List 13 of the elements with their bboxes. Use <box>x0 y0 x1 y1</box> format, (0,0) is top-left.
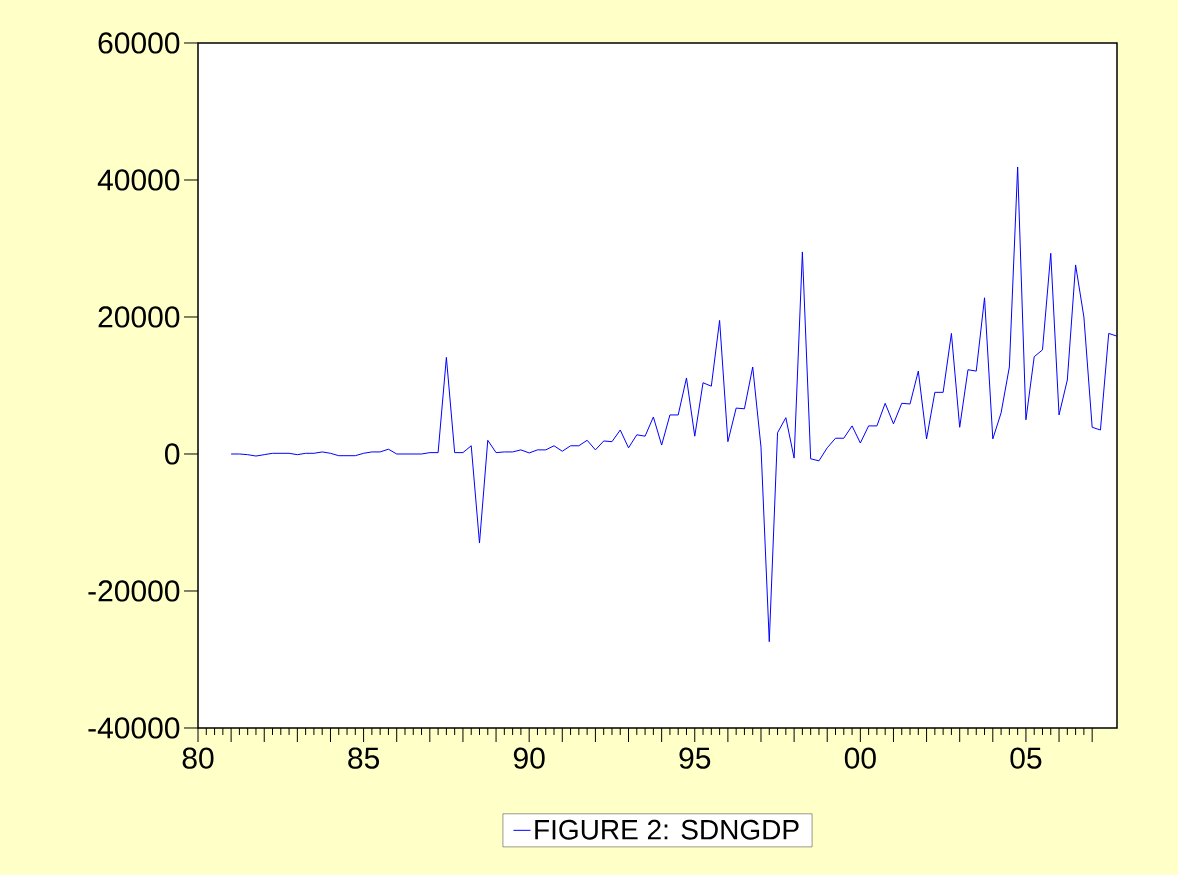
x-tick-label: 05 <box>1010 747 1042 769</box>
legend-label: FIGURE 2: SDNGDP <box>535 819 799 840</box>
y-tick-label: 40000 <box>97 169 180 191</box>
y-tick-label: 0 <box>165 443 180 465</box>
y-tick-label: 20000 <box>98 306 180 328</box>
y-tick-label: -40000 <box>88 717 180 739</box>
y-tick-label: -20000 <box>88 580 180 602</box>
x-tick-label: 00 <box>844 747 876 769</box>
x-tick-label: 90 <box>513 747 545 769</box>
x-tick-label: 85 <box>348 747 380 769</box>
y-tick-label: 60000 <box>98 32 180 54</box>
x-tick-label: 95 <box>679 747 711 769</box>
x-tick-label: 80 <box>182 747 214 769</box>
